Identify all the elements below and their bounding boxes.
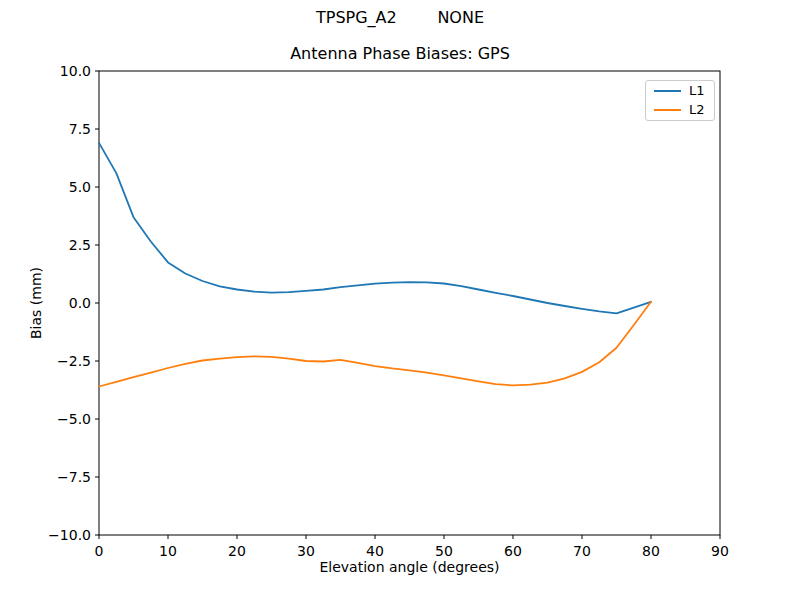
legend-item-l1: L1 xyxy=(646,84,714,98)
legend-label-l1: L1 xyxy=(689,84,705,98)
figure-canvas: TPSPG_A2 NONE Antenna Phase Biases: GPS … xyxy=(0,0,800,600)
x-tick-label-50: 50 xyxy=(435,543,453,559)
legend-box: L1 L2 xyxy=(645,80,715,121)
x-tick-label-40: 40 xyxy=(366,543,384,559)
y-tick-label-−2.5: −2.5 xyxy=(18,353,91,369)
x-tick-label-20: 20 xyxy=(228,543,246,559)
y-tick-label-−5.0: −5.0 xyxy=(18,411,91,427)
y-tick-label-2.5: 2.5 xyxy=(18,237,91,253)
series-line-l1 xyxy=(99,143,651,314)
x-axis-label: Elevation angle (degrees) xyxy=(99,558,720,576)
x-tick-label-90: 90 xyxy=(711,543,729,559)
x-tick-label-10: 10 xyxy=(159,543,177,559)
legend-label-l2: L2 xyxy=(689,103,705,117)
x-tick-label-30: 30 xyxy=(297,543,315,559)
y-tick-label-5.0: 5.0 xyxy=(18,179,91,195)
x-tick-label-80: 80 xyxy=(642,543,660,559)
y-tick-label-0.0: 0.0 xyxy=(18,295,91,311)
y-tick-label-−7.5: −7.5 xyxy=(18,469,91,485)
x-tick-label-0: 0 xyxy=(95,543,104,559)
y-tick-label-−10.0: −10.0 xyxy=(18,527,91,543)
plot-frame xyxy=(99,71,720,535)
series-line-l2 xyxy=(99,302,651,387)
x-tick-label-60: 60 xyxy=(504,543,522,559)
legend-item-l2: L2 xyxy=(646,103,714,117)
x-tick-label-70: 70 xyxy=(573,543,591,559)
y-tick-label-7.5: 7.5 xyxy=(18,121,91,137)
l1-line-swatch xyxy=(654,90,681,92)
y-tick-label-10.0: 10.0 xyxy=(18,63,91,79)
l2-line-swatch xyxy=(654,109,681,111)
